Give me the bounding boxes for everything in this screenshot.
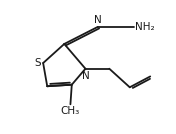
- Text: N: N: [94, 15, 102, 25]
- Text: N: N: [81, 71, 89, 81]
- Text: CH₃: CH₃: [61, 106, 80, 116]
- Text: NH₂: NH₂: [136, 22, 155, 32]
- Text: S: S: [34, 58, 41, 68]
